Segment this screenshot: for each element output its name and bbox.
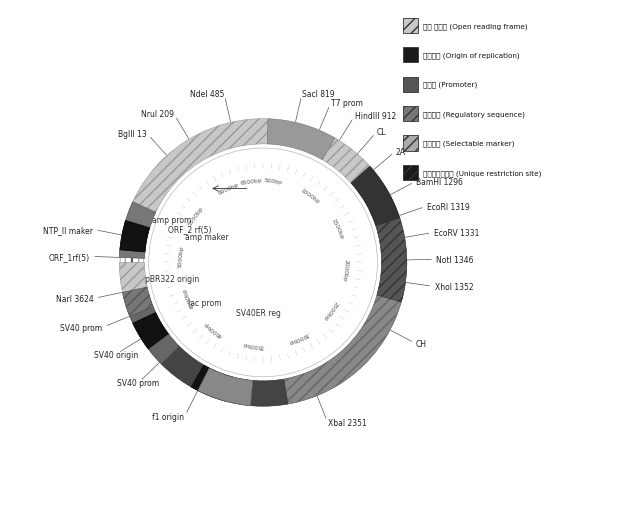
Text: SacI 819: SacI 819 bbox=[302, 90, 335, 99]
Text: ORF_1rf(5): ORF_1rf(5) bbox=[49, 252, 90, 261]
Bar bbox=[403, 19, 418, 34]
Text: lac prom: lac prom bbox=[189, 299, 222, 308]
Text: EcoRV 1331: EcoRV 1331 bbox=[434, 229, 479, 237]
Text: 4500bp: 4500bp bbox=[181, 287, 196, 309]
Text: SV40ER reg: SV40ER reg bbox=[236, 308, 281, 318]
Text: 复制起点 (Origin of replication): 复制起点 (Origin of replication) bbox=[423, 52, 519, 59]
Text: f1 origin: f1 origin bbox=[152, 412, 184, 421]
Text: SV40 prom: SV40 prom bbox=[117, 379, 159, 387]
Text: NTP_II maker: NTP_II maker bbox=[43, 225, 93, 235]
Bar bbox=[403, 136, 418, 151]
Text: 6500bp: 6500bp bbox=[240, 178, 263, 185]
Wedge shape bbox=[120, 221, 150, 252]
Text: SV40 origin: SV40 origin bbox=[94, 350, 139, 359]
Wedge shape bbox=[119, 120, 268, 259]
Wedge shape bbox=[267, 120, 335, 160]
Text: T7 prom: T7 prom bbox=[330, 99, 362, 108]
Text: 2000bp: 2000bp bbox=[342, 259, 349, 281]
Text: 1500bp: 1500bp bbox=[330, 217, 345, 239]
Text: NruI 209: NruI 209 bbox=[141, 110, 174, 119]
Wedge shape bbox=[133, 313, 169, 349]
Text: amp maker: amp maker bbox=[185, 232, 228, 241]
Text: BglII 13: BglII 13 bbox=[119, 130, 147, 139]
Text: 2A: 2A bbox=[396, 147, 406, 156]
Text: 3500bp: 3500bp bbox=[241, 341, 265, 348]
Text: 限制性酶切位点 (Unique restriction site): 限制性酶切位点 (Unique restriction site) bbox=[423, 170, 541, 177]
Text: 4000bp: 4000bp bbox=[203, 320, 224, 337]
Wedge shape bbox=[191, 365, 233, 402]
Text: 500bp: 500bp bbox=[263, 178, 283, 185]
Text: 开放 阅读框 (Open reading frame): 开放 阅读框 (Open reading frame) bbox=[423, 23, 527, 30]
Bar bbox=[403, 48, 418, 63]
Wedge shape bbox=[322, 138, 407, 288]
Text: HindIII 912: HindIII 912 bbox=[355, 112, 396, 121]
Text: NotI 1346: NotI 1346 bbox=[436, 256, 474, 264]
Text: EcoRI 1319: EcoRI 1319 bbox=[427, 202, 470, 211]
Text: 6000bp: 6000bp bbox=[217, 181, 240, 195]
Wedge shape bbox=[124, 294, 179, 364]
Text: 调控序列 (Regulatory sequence): 调控序列 (Regulatory sequence) bbox=[423, 111, 525, 118]
Text: 5000bp: 5000bp bbox=[177, 244, 184, 267]
Text: CH: CH bbox=[416, 340, 427, 349]
Text: BamHI 1296: BamHI 1296 bbox=[416, 177, 463, 186]
Text: 1000bp: 1000bp bbox=[300, 187, 321, 204]
Text: XhoI 1352: XhoI 1352 bbox=[435, 282, 473, 292]
Bar bbox=[403, 107, 418, 122]
Text: CL: CL bbox=[377, 128, 386, 137]
Wedge shape bbox=[119, 263, 404, 406]
Text: NarI 3624: NarI 3624 bbox=[56, 294, 93, 303]
Text: 2500bp: 2500bp bbox=[322, 299, 339, 321]
Wedge shape bbox=[161, 347, 288, 406]
Wedge shape bbox=[376, 218, 407, 302]
Wedge shape bbox=[198, 369, 253, 406]
Text: XbaI 2351: XbaI 2351 bbox=[328, 419, 367, 428]
Wedge shape bbox=[119, 202, 155, 259]
Text: 5500bp: 5500bp bbox=[187, 205, 204, 227]
Text: amp prom: amp prom bbox=[152, 216, 191, 225]
Wedge shape bbox=[122, 288, 153, 317]
Text: NdeI 485: NdeI 485 bbox=[190, 90, 224, 99]
Wedge shape bbox=[351, 167, 400, 227]
Text: 3000bp: 3000bp bbox=[287, 330, 309, 345]
Text: SV40 prom: SV40 prom bbox=[60, 323, 102, 332]
Bar bbox=[403, 77, 418, 93]
Bar bbox=[403, 165, 418, 181]
Text: 选择标记 (Selectable marker): 选择标记 (Selectable marker) bbox=[423, 140, 514, 147]
Text: ORF_2 rf(5): ORF_2 rf(5) bbox=[168, 224, 212, 233]
Text: 启动子 (Promoter): 启动子 (Promoter) bbox=[423, 82, 477, 88]
Text: pBR322 origin: pBR322 origin bbox=[145, 274, 199, 284]
Wedge shape bbox=[283, 284, 404, 404]
